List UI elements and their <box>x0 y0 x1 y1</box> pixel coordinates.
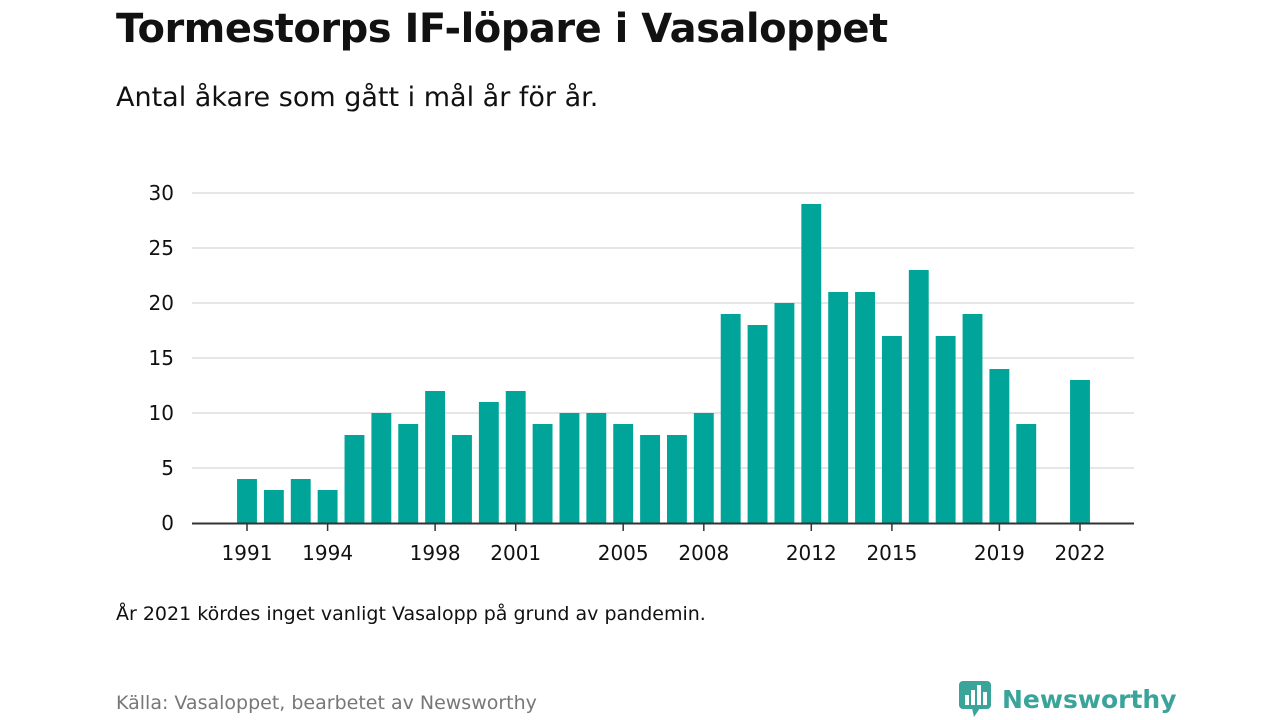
x-tick-label: 2001 <box>490 541 541 565</box>
bar <box>989 369 1010 523</box>
bar <box>828 292 849 523</box>
y-tick-label: 0 <box>161 511 174 535</box>
y-tick-label: 25 <box>149 236 174 260</box>
brand-logo: Newsworthy <box>958 680 1177 718</box>
x-tick-label: 1991 <box>222 541 273 565</box>
x-tick-label: 2008 <box>678 541 729 565</box>
bar <box>720 314 741 523</box>
bar <box>398 424 419 523</box>
bar <box>371 413 392 523</box>
bar <box>237 479 257 523</box>
bar <box>452 435 472 523</box>
x-tick-label: 2005 <box>598 541 649 565</box>
bar <box>881 336 902 523</box>
bar <box>908 270 929 523</box>
chart-title: Tormestorps IF-löpare i Vasaloppet <box>116 6 888 52</box>
y-tick-label: 10 <box>149 401 174 425</box>
bar <box>290 479 311 523</box>
bar <box>774 303 795 523</box>
bar <box>640 435 661 523</box>
bar <box>586 413 607 523</box>
bar <box>613 424 634 523</box>
x-tick-label: 2022 <box>1055 541 1106 565</box>
x-tick-label: 1998 <box>410 541 461 565</box>
bar-chart-bubble-icon <box>959 681 991 717</box>
y-axis-ticks: 0 5 10 15 20 25 30 <box>149 181 174 535</box>
x-tick-label: 2015 <box>866 541 917 565</box>
bars <box>237 204 1090 523</box>
bar <box>962 314 983 523</box>
bar <box>263 490 284 523</box>
x-axis-ticks: 1991 1994 1998 2001 2005 2008 2012 2015 2019 2022 <box>222 524 1106 565</box>
source-text: Källa: Vasaloppet, bearbetet av Newswort… <box>116 692 537 714</box>
bar <box>317 490 338 523</box>
bar <box>505 391 526 523</box>
chart-subtitle: Antal åkare som gått i mål år för år. <box>116 82 599 113</box>
bar-chart: 0 5 10 15 20 25 30 1991 1994 1998 2001 2005 2008 201… <box>149 181 1134 565</box>
y-tick-label: 30 <box>149 181 174 205</box>
bar <box>559 413 580 523</box>
bar <box>693 413 714 523</box>
y-tick-label: 20 <box>149 291 174 315</box>
chart-note: År 2021 kördes inget vanligt Vasalopp på… <box>116 603 706 625</box>
x-tick-label: 2019 <box>974 541 1025 565</box>
bar <box>344 435 365 523</box>
x-tick-label: 1994 <box>302 541 353 565</box>
bar <box>855 292 875 523</box>
brand-name: Newsworthy <box>1002 684 1177 714</box>
bar <box>532 424 553 523</box>
y-tick-label: 15 <box>149 346 174 370</box>
x-tick-label: 2012 <box>786 541 837 565</box>
bar <box>666 435 687 523</box>
bar <box>1070 380 1090 523</box>
bar <box>935 336 956 523</box>
y-tick-label: 5 <box>161 456 174 480</box>
bar <box>425 391 446 523</box>
bar <box>747 325 768 523</box>
bar <box>801 204 822 523</box>
bar <box>478 402 499 523</box>
bar <box>1016 424 1037 523</box>
